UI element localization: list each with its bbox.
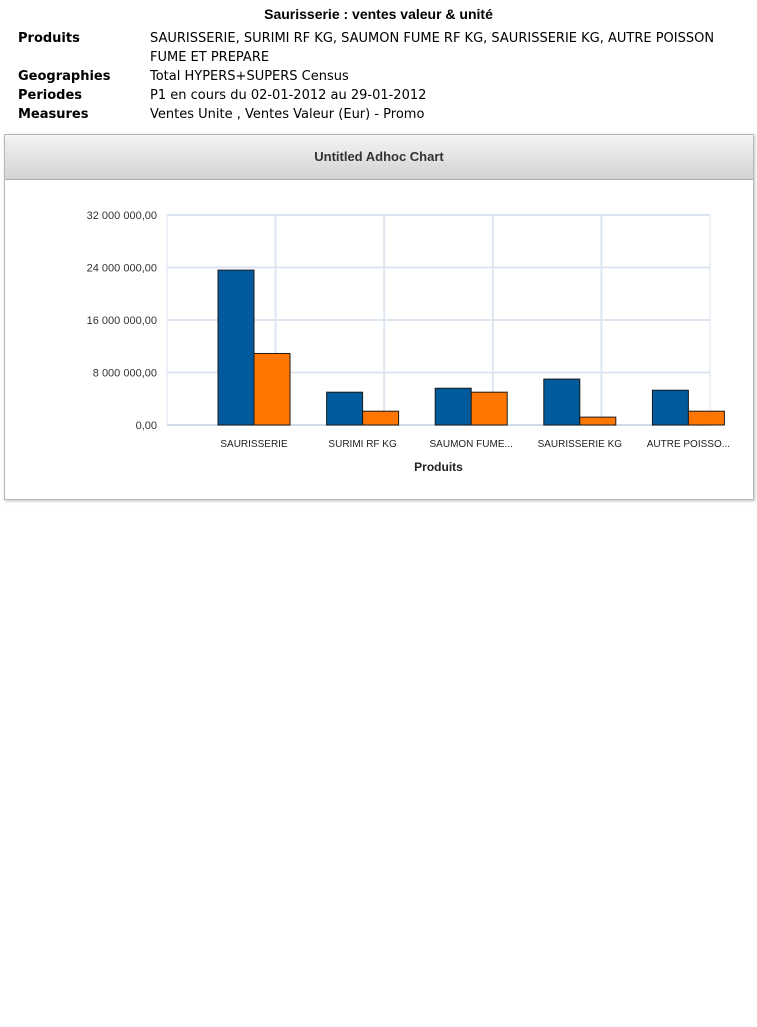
y-tick-label: 16 000 000,00 bbox=[87, 315, 157, 327]
meta-value: Total HYPERS+SUPERS Census bbox=[150, 69, 349, 84]
bar bbox=[687, 410, 725, 426]
meta-row-produits: Produits SAURISSERIE, SURIMI RF KG, SAUM… bbox=[18, 29, 753, 67]
meta-label: Periodes bbox=[18, 88, 83, 103]
x-tick-label: AUTRE POISSO... bbox=[647, 439, 730, 450]
y-tick-label: 24 000 000,00 bbox=[87, 263, 157, 275]
meta-value: SAURISSERIE, SURIMI RF KG, SAUMON FUME R… bbox=[150, 31, 715, 65]
bar bbox=[253, 352, 291, 426]
bar bbox=[362, 410, 400, 426]
chart-panel: Untitled Adhoc Chart 0,00 8 000 000,00 16 … bbox=[4, 134, 754, 500]
y-tick-label: 0,00 bbox=[136, 420, 157, 432]
x-tick-label: SAURISSERIE bbox=[220, 439, 288, 450]
meta-label: Measures bbox=[18, 107, 89, 122]
bar bbox=[579, 416, 617, 426]
meta-label: Produits bbox=[18, 31, 80, 46]
bar-chart: 0,00 8 000 000,00 16 000 000,00 24 000 000,… bbox=[87, 210, 730, 474]
y-tick-label: 32 000 000,00 bbox=[87, 210, 157, 222]
y-tick-label: 8 000 000,00 bbox=[93, 368, 157, 380]
bar bbox=[217, 269, 255, 426]
bar bbox=[543, 378, 581, 426]
x-axis-title: Produits bbox=[414, 460, 463, 474]
meta-row-periodes: Periodes P1 en cours du 02-01-2012 au 29… bbox=[18, 86, 753, 105]
meta-value: Ventes Unite , Ventes Valeur (Eur) - Pro… bbox=[150, 107, 425, 122]
report-title: Saurisserie : ventes valeur & unité bbox=[264, 6, 493, 22]
bar bbox=[434, 387, 472, 426]
meta-value: P1 en cours du 02-01-2012 au 29-01-2012 bbox=[150, 88, 427, 103]
chart-title: Untitled Adhoc Chart bbox=[5, 135, 753, 180]
x-tick-label: SAUMON FUME... bbox=[430, 439, 513, 450]
bar bbox=[326, 391, 364, 426]
meta-label: Geographies bbox=[18, 69, 111, 84]
bar bbox=[470, 391, 508, 426]
x-tick-label: SURIMI RF KG bbox=[328, 439, 397, 450]
bar bbox=[651, 389, 689, 426]
x-tick-label: SAURISSERIE KG bbox=[538, 439, 623, 450]
meta-row-geographies: Geographies Total HYPERS+SUPERS Census bbox=[18, 67, 753, 86]
meta-row-measures: Measures Ventes Unite , Ventes Valeur (E… bbox=[18, 105, 753, 124]
report-metadata: Produits SAURISSERIE, SURIMI RF KG, SAUM… bbox=[18, 29, 753, 124]
